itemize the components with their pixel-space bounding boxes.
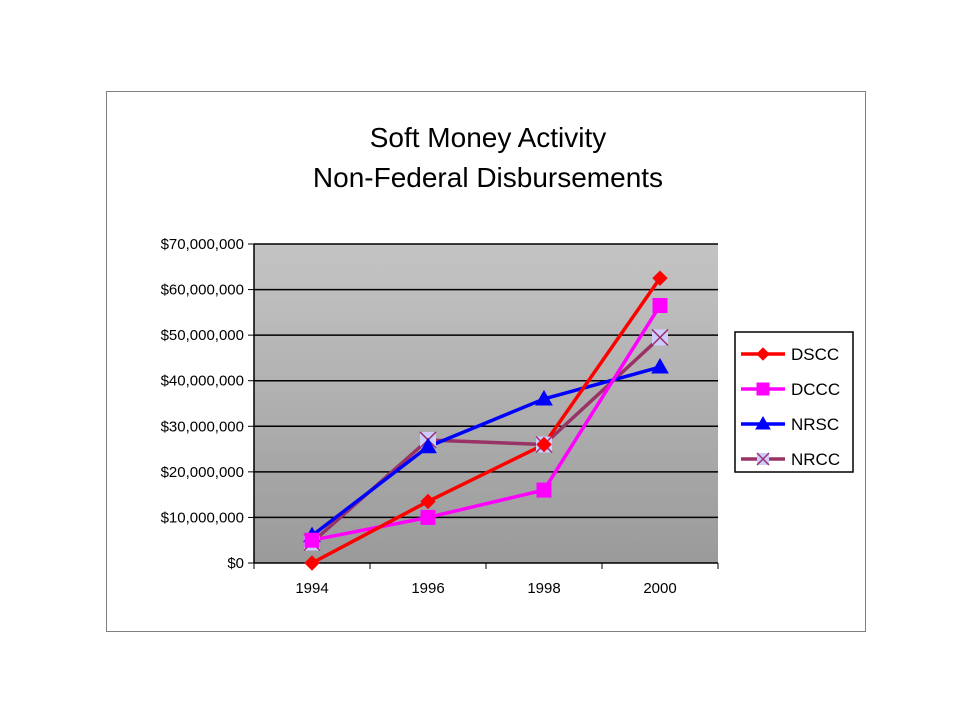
chart-svg: Soft Money Activity Non-Federal Disburse… [161,122,854,597]
legend: DSCC DCCC NRSC NRCC [734,331,854,473]
data-point-diamond [652,270,668,286]
data-point-diamond [420,493,436,510]
series-layer [303,270,669,571]
data-point-diamond [536,436,552,453]
y-tick-label: $60,000,000 [161,282,244,299]
series-line-dscc [311,277,662,565]
data-point-square [304,532,320,548]
chart-title-line-2: Non-Federal Disbursements [313,162,663,193]
data-point-diamond [304,555,320,571]
legend-label-dccc: DCCC [791,380,840,399]
data-point-square [756,382,770,396]
legend-label-dscc: DSCC [791,345,839,364]
data-point-square [652,298,668,314]
y-tick-label: $30,000,000 [161,418,244,435]
series-line-nrsc [310,365,661,538]
x-tick-label: 1998 [527,580,560,597]
chart-title-line-1: Soft Money Activity [370,122,607,153]
y-tick-label: $0 [227,555,244,572]
axis-layer: $0 $10,000,000 $20,000,000 $30,000,000 $40,0… [161,236,719,597]
data-point-diamond [756,347,770,361]
chart-frame: Soft Money Activity Non-Federal Disburse… [106,91,866,632]
legend-label-nrsc: NRSC [791,415,839,434]
data-point-triangle [535,389,553,406]
x-tick-label: 1994 [295,580,328,597]
data-point-triangle [419,437,437,454]
data-point-x [756,452,770,466]
data-point-triangle [651,358,669,374]
y-tick-label: $50,000,000 [161,327,244,344]
data-point-square [536,482,552,498]
y-tick-label: $10,000,000 [161,509,244,526]
plot-area [254,244,718,563]
x-tick-label: 2000 [643,580,676,597]
data-point-x-stroke [756,452,770,466]
data-point-square [420,509,436,525]
data-point-triangle [755,416,771,430]
series-line-dccc [311,304,662,542]
y-tick-label: $70,000,000 [161,236,244,253]
data-point-x [651,328,669,346]
x-tick-label: 1996 [411,580,444,597]
data-point-x-stroke [651,328,669,346]
legend-label-nrcc: NRCC [791,450,840,469]
y-tick-label: $40,000,000 [161,373,244,390]
y-tick-label: $20,000,000 [161,464,244,481]
